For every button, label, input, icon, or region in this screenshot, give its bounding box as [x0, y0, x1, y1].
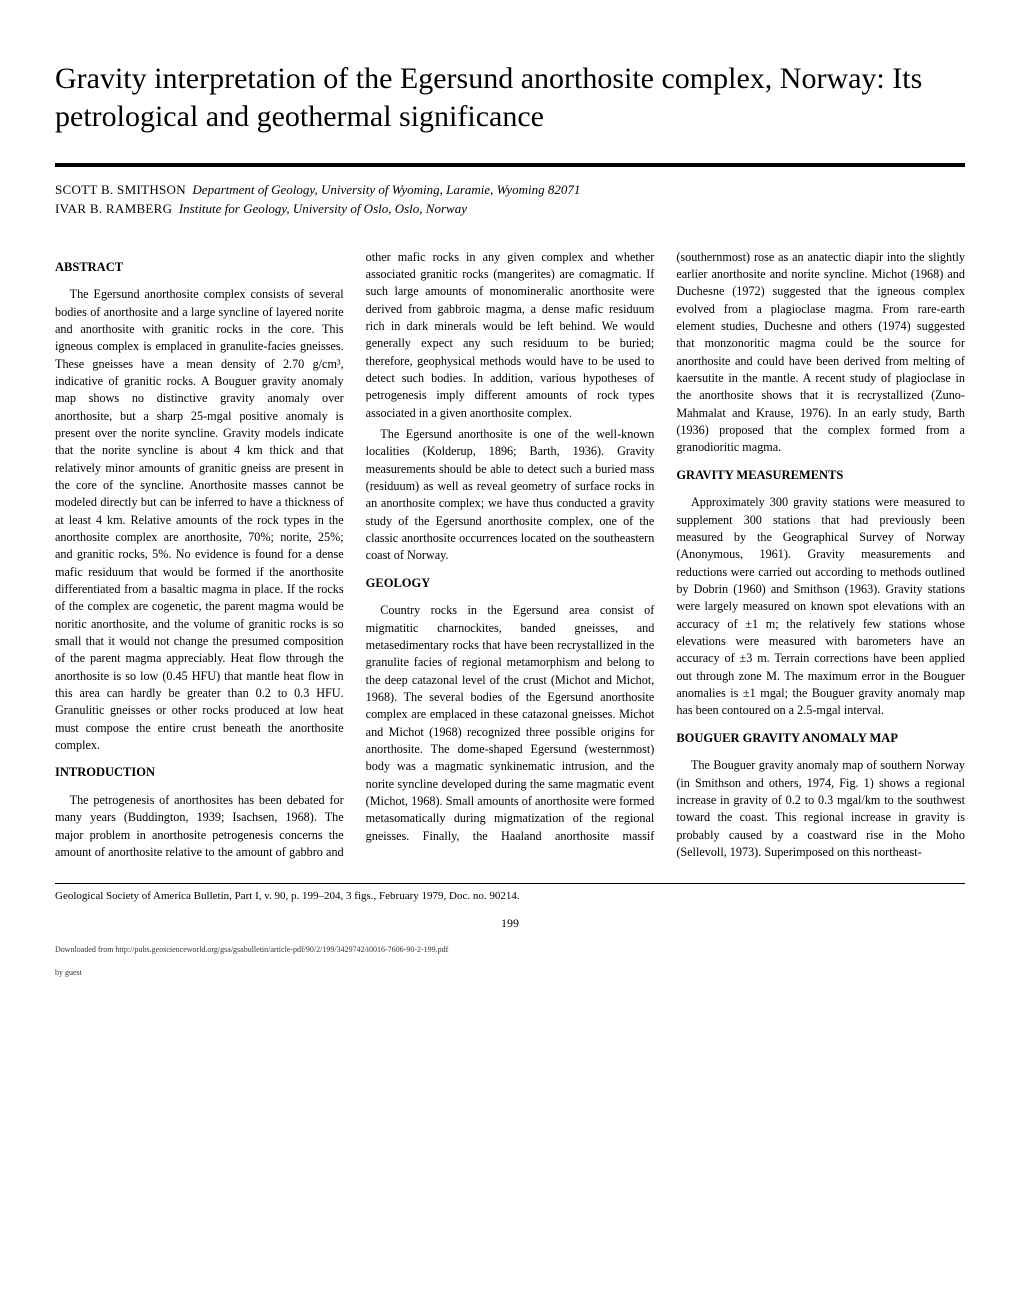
download-note-2: by guest: [55, 968, 965, 977]
author-name: IVAR B. RAMBERG: [55, 201, 172, 216]
section-heading-geology: GEOLOGY: [366, 575, 655, 593]
section-heading-introduction: INTRODUCTION: [55, 764, 344, 782]
section-heading-abstract: ABSTRACT: [55, 259, 344, 277]
author-name: SCOTT B. SMITHSON: [55, 182, 186, 197]
authors-block: SCOTT B. SMITHSON Department of Geology,…: [55, 181, 965, 219]
author-line: SCOTT B. SMITHSON Department of Geology,…: [55, 181, 965, 200]
citation-line: Geological Society of America Bulletin, …: [55, 890, 965, 902]
title-rule: [55, 163, 965, 167]
author-affil: Institute for Geology, University of Osl…: [179, 201, 467, 216]
body-columns: ABSTRACT The Egersund anorthosite comple…: [55, 249, 965, 862]
section-heading-gravity: GRAVITY MEASUREMENTS: [676, 467, 965, 485]
author-affil: Department of Geology, University of Wyo…: [192, 182, 580, 197]
paragraph: The Bouguer gravity anomaly map of south…: [676, 757, 965, 861]
paragraph: The Egersund anorthosite complex consist…: [55, 286, 344, 754]
page-number: 199: [55, 916, 965, 931]
footer-rule: [55, 883, 965, 884]
paragraph: Approximately 300 gravity stations were …: [676, 494, 965, 719]
paper-title: Gravity interpretation of the Egersund a…: [55, 60, 965, 135]
paragraph: The Egersund anorthosite is one of the w…: [366, 426, 655, 565]
download-note: Downloaded from http://pubs.geosciencewo…: [55, 945, 965, 954]
author-line: IVAR B. RAMBERG Institute for Geology, U…: [55, 200, 965, 219]
section-heading-bouguer: BOUGUER GRAVITY ANOMALY MAP: [676, 730, 965, 748]
